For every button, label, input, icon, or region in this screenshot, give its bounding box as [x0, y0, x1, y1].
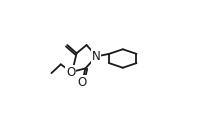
Text: N: N — [92, 50, 101, 63]
Text: O: O — [66, 66, 75, 79]
Text: O: O — [78, 76, 87, 89]
